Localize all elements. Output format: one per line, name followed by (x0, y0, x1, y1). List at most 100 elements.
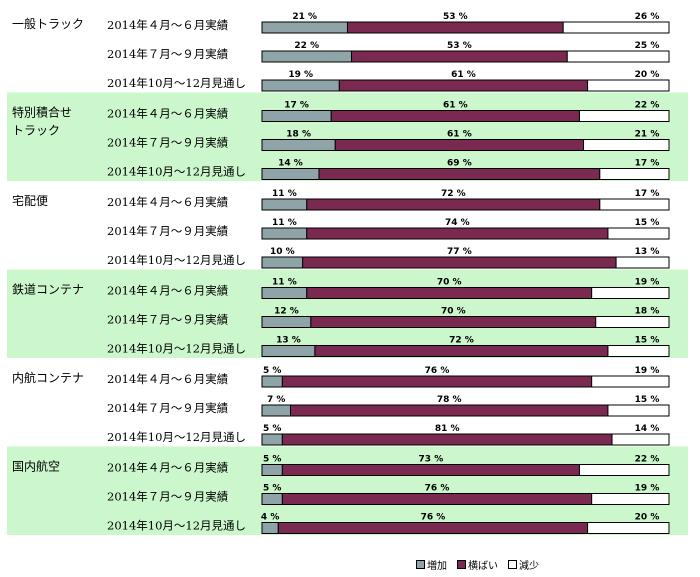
group-label: 鉄道コンテナ (12, 282, 84, 297)
data-label: 77 % (447, 247, 472, 257)
bar-segment-flat (351, 50, 568, 63)
data-label: 18 % (635, 307, 660, 317)
bar-segment-increase (261, 227, 308, 240)
data-label: 61 % (443, 101, 468, 111)
legend-label-decrease: 減少 (519, 560, 539, 572)
period-label: 2014年10月～12月見通し (107, 76, 246, 90)
group-label: 内航コンテナ (12, 370, 84, 385)
bar-segment-flat (289, 404, 609, 417)
data-label: 12 % (274, 307, 299, 317)
period-label: 2014年７月～９月実績 (107, 136, 229, 150)
legend-swatch-increase (416, 559, 425, 569)
period-label: 2014年７月～９月実績 (107, 47, 229, 61)
data-label: 19 % (635, 484, 660, 494)
bar-segment-increase (261, 168, 320, 180)
bar-segment-flat (277, 522, 589, 534)
data-label: 4 % (261, 513, 279, 523)
legend-label-flat: 横ばい (468, 560, 498, 572)
bar-segment-flat (338, 79, 589, 92)
legend-swatch-flat (457, 559, 466, 569)
bar-segment-increase (261, 198, 308, 211)
bar-segment-increase (261, 256, 304, 269)
data-label: 69 % (447, 159, 472, 169)
data-label: 15 % (635, 395, 660, 405)
bar-segment-decrease (562, 21, 670, 34)
bar-segment-flat (330, 110, 580, 122)
period-label: 2014年４月～６月実績 (107, 372, 229, 386)
group-label: 特別積合せ (12, 105, 72, 120)
bar-segment-decrease (591, 287, 670, 299)
bar-segment-decrease (591, 375, 670, 388)
bar-segment-increase (261, 493, 283, 505)
period-label: 2014年10月～12月見通し (107, 342, 246, 356)
period-label: 2014年７月～９月実績 (107, 401, 229, 415)
bar-segment-flat (306, 227, 609, 240)
period-label: 2014年７月～９月実績 (107, 313, 229, 327)
group-band (7, 92, 688, 181)
bar-segment-decrease (595, 316, 670, 328)
period-label: 2014年10月～12月見通し (107, 430, 246, 444)
data-label: 11 % (272, 218, 297, 228)
data-label: 7 % (267, 395, 285, 405)
bar-segment-flat (306, 198, 601, 211)
bar-segment-flat (302, 256, 617, 269)
data-label: 20 % (635, 513, 660, 523)
bar-segment-flat (346, 21, 564, 34)
bar-segment-decrease (599, 168, 670, 180)
data-label: 14 % (278, 159, 303, 169)
data-label: 10 % (270, 247, 295, 257)
bar-segment-increase (261, 110, 332, 122)
data-label: 22 % (635, 455, 660, 465)
bar-segment-decrease (583, 139, 670, 151)
data-label: 70 % (437, 278, 462, 288)
data-label: 61 % (447, 130, 472, 140)
data-label: 13 % (635, 247, 660, 257)
bar-segment-decrease (599, 198, 670, 211)
group-band (7, 446, 688, 535)
data-label: 15 % (635, 336, 660, 346)
data-label: 26 % (635, 12, 660, 22)
group-label: トラック (12, 124, 60, 138)
bar-segment-decrease (615, 256, 670, 269)
bar-segment-increase (261, 139, 336, 151)
period-label: 2014年７月～９月実績 (107, 490, 229, 504)
bar-segment-decrease (578, 110, 670, 122)
data-label: 17 % (284, 101, 309, 111)
bar-segment-flat (334, 139, 585, 151)
data-label: 18 % (286, 130, 311, 140)
bar-segment-increase (261, 50, 353, 63)
data-label: 74 % (445, 218, 470, 228)
group-band (7, 269, 688, 358)
bar-segment-flat (306, 287, 593, 299)
data-label: 76 % (425, 366, 450, 376)
bar-segment-increase (261, 404, 291, 417)
period-label: 2014年４月～６月実績 (107, 18, 229, 32)
period-label: 2014年10月～12月見通し (107, 165, 246, 179)
bar-segment-increase (261, 345, 316, 357)
bar-segment-decrease (587, 79, 670, 92)
period-label: 2014年４月～６月実績 (107, 461, 229, 475)
group-label: 国内航空 (12, 459, 60, 474)
bar-segment-increase (261, 79, 340, 92)
data-label: 25 % (635, 41, 660, 51)
data-label: 14 % (635, 424, 660, 434)
data-label: 76 % (425, 484, 450, 494)
data-label: 5 % (263, 366, 281, 376)
bar-segment-decrease (607, 345, 670, 357)
data-label: 22 % (635, 101, 660, 111)
data-label: 72 % (449, 336, 474, 346)
data-label: 5 % (263, 424, 281, 434)
legend-label-increase: 増加 (427, 560, 447, 572)
bar-segment-decrease (587, 522, 670, 534)
bar-segment-increase (261, 522, 279, 534)
data-label: 5 % (263, 455, 281, 465)
data-label: 21 % (292, 12, 317, 22)
bar-segment-increase (261, 433, 283, 446)
data-label: 78 % (437, 395, 462, 405)
data-label: 73 % (419, 455, 444, 465)
bar-segment-decrease (607, 404, 670, 417)
data-label: 61 % (451, 70, 476, 80)
bar-segment-increase (261, 316, 312, 328)
group-label: 宅配便 (12, 193, 48, 208)
bar-segment-increase (261, 375, 283, 388)
